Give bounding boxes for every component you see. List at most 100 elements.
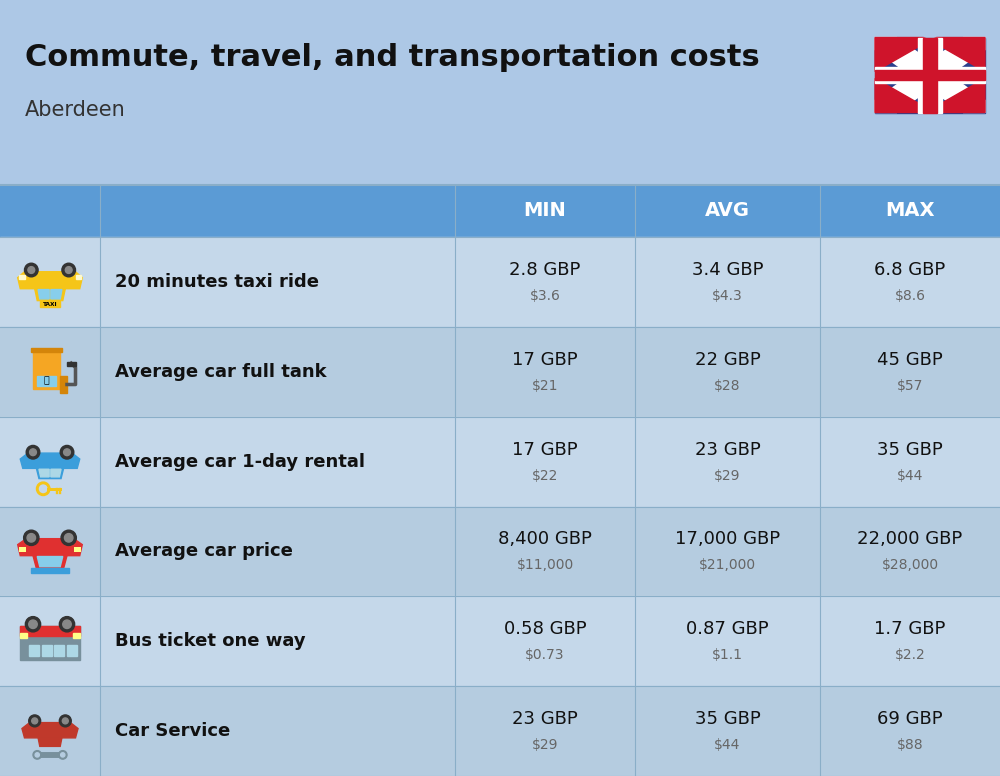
Circle shape [25, 617, 41, 632]
Polygon shape [875, 37, 930, 71]
Bar [875, 70, 985, 80]
Circle shape [64, 449, 70, 456]
Bar [20, 626, 80, 636]
Text: $0.73: $0.73 [525, 648, 565, 662]
Circle shape [65, 267, 72, 273]
Text: 0.87 GBP: 0.87 GBP [686, 620, 769, 638]
Circle shape [61, 753, 65, 757]
Text: $57: $57 [897, 379, 923, 393]
Circle shape [29, 715, 41, 727]
Bar [67, 362, 76, 365]
Circle shape [62, 718, 68, 724]
Circle shape [62, 263, 76, 277]
Circle shape [64, 534, 73, 542]
Polygon shape [18, 539, 82, 556]
Text: Average car 1-day rental: Average car 1-day rental [115, 452, 365, 470]
Polygon shape [51, 289, 62, 299]
Bar [0, 327, 1000, 417]
Bar [31, 348, 62, 352]
Bar [19, 547, 26, 553]
Bar [0, 507, 1000, 596]
Text: Average car price: Average car price [115, 542, 293, 560]
Text: 35 GBP: 35 GBP [877, 441, 943, 459]
Text: 17 GBP: 17 GBP [512, 351, 578, 369]
Text: $28,000: $28,000 [881, 559, 939, 573]
Text: Car Service: Car Service [115, 722, 230, 740]
Text: $44: $44 [714, 738, 741, 752]
Circle shape [59, 617, 75, 632]
Text: $29: $29 [714, 469, 741, 483]
Text: Bus ticket one way: Bus ticket one way [115, 632, 306, 650]
Text: 3.4 GBP: 3.4 GBP [692, 261, 763, 279]
Bar [74, 547, 81, 553]
Text: 45 GBP: 45 GBP [877, 351, 943, 369]
Bar [0, 185, 1000, 237]
Polygon shape [875, 78, 930, 113]
Polygon shape [51, 469, 61, 477]
Text: MIN: MIN [524, 202, 566, 220]
Text: 6.8 GBP: 6.8 GBP [874, 261, 946, 279]
Bar [0, 0, 1000, 185]
Text: 💧: 💧 [44, 376, 49, 386]
Polygon shape [35, 289, 65, 300]
Text: 8,400 GBP: 8,400 GBP [498, 531, 592, 549]
Text: MAX: MAX [885, 202, 935, 220]
Circle shape [35, 753, 39, 757]
Circle shape [60, 445, 74, 459]
Text: 1.7 GBP: 1.7 GBP [874, 620, 946, 638]
Polygon shape [38, 738, 62, 747]
Text: $3.6: $3.6 [530, 289, 560, 303]
Text: Average car full tank: Average car full tank [115, 362, 327, 381]
Text: 23 GBP: 23 GBP [512, 710, 578, 728]
Bar [67, 646, 77, 656]
Text: 35 GBP: 35 GBP [695, 710, 760, 728]
Circle shape [59, 715, 71, 727]
Polygon shape [930, 37, 985, 71]
Polygon shape [875, 37, 985, 113]
Polygon shape [930, 78, 985, 113]
Circle shape [28, 267, 35, 273]
Bar [923, 37, 937, 113]
Text: AVG: AVG [705, 202, 750, 220]
Text: 20 minutes taxi ride: 20 minutes taxi ride [115, 273, 319, 291]
Bar [0, 237, 1000, 327]
Bar [875, 67, 985, 83]
Text: Aberdeen: Aberdeen [25, 100, 126, 120]
Bar [40, 300, 60, 307]
Text: 17,000 GBP: 17,000 GBP [675, 531, 780, 549]
Text: 0.58 GBP: 0.58 GBP [504, 620, 586, 638]
Bar [918, 37, 942, 113]
Text: $1.1: $1.1 [712, 648, 743, 662]
Bar [875, 37, 985, 113]
Text: $21: $21 [532, 379, 558, 393]
Bar [31, 568, 69, 573]
Circle shape [24, 263, 38, 277]
Bar [42, 646, 52, 656]
Bar [60, 376, 67, 393]
Polygon shape [875, 37, 985, 113]
Bar [20, 626, 80, 660]
Bar [0, 596, 1000, 686]
Bar [19, 275, 24, 279]
Circle shape [29, 620, 37, 629]
Text: $21,000: $21,000 [699, 559, 756, 573]
Text: $2.2: $2.2 [895, 648, 925, 662]
Bar [33, 351, 60, 389]
Text: $88: $88 [897, 738, 923, 752]
Text: 23 GBP: 23 GBP [695, 441, 760, 459]
Polygon shape [39, 469, 49, 477]
Circle shape [24, 530, 39, 546]
Polygon shape [33, 556, 67, 568]
Polygon shape [36, 469, 64, 479]
Text: $44: $44 [897, 469, 923, 483]
Text: 69 GBP: 69 GBP [877, 710, 943, 728]
Bar [76, 275, 81, 279]
Circle shape [61, 530, 76, 546]
Bar [37, 376, 56, 386]
Text: $8.6: $8.6 [895, 289, 926, 303]
Bar [20, 632, 27, 638]
Text: Commute, travel, and transportation costs: Commute, travel, and transportation cost… [25, 43, 760, 72]
Text: $29: $29 [532, 738, 558, 752]
Bar [0, 686, 1000, 776]
Circle shape [32, 718, 38, 724]
